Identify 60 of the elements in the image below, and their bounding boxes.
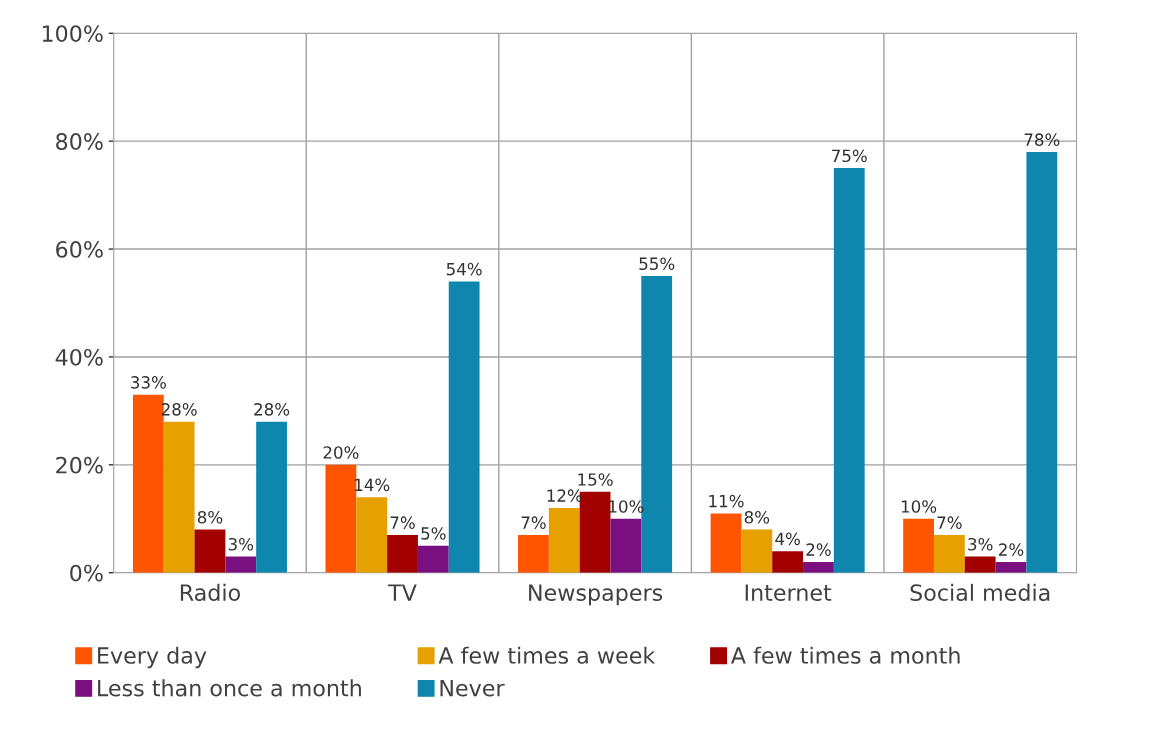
x-tick-label: Social media [910, 583, 1050, 602]
data-label: 3% [968, 537, 993, 551]
bar [964, 556, 996, 573]
legend-label: A few times a month [730, 646, 960, 664]
data-label: 78% [1024, 133, 1060, 146]
data-label: 5% [421, 527, 446, 540]
data-label: 20% [323, 446, 359, 459]
data-label: 2% [806, 543, 831, 556]
bar [995, 561, 1027, 573]
bar [163, 421, 195, 573]
y-tick-label: 20% [56, 456, 103, 474]
legend-label: Every day [98, 646, 207, 669]
data-label: 15% [578, 473, 613, 486]
bar [903, 518, 934, 573]
y-tick-label: 40% [55, 348, 103, 366]
legend-label: Never [440, 679, 505, 697]
bar [356, 497, 388, 573]
bar [387, 534, 418, 573]
bar [225, 556, 257, 573]
bar [417, 545, 449, 573]
bar [256, 421, 287, 573]
x-tick-label: Radio [180, 583, 240, 602]
bar [610, 518, 642, 573]
bar [194, 529, 226, 573]
y-tick-label: 0% [70, 564, 103, 582]
y-tick-label: 60% [56, 240, 103, 258]
data-label: 33% [131, 376, 166, 389]
x-tick-label: Internet [745, 584, 832, 602]
y-tick-label: 80% [56, 133, 103, 150]
legend-label: Less than once a month [98, 679, 361, 697]
data-label: 54% [446, 262, 482, 276]
data-label: 7% [937, 516, 962, 529]
bar [833, 168, 865, 573]
data-label: 7% [390, 516, 415, 529]
x-tick-label: TV [388, 584, 417, 601]
bar [803, 561, 834, 573]
data-label: 55% [639, 257, 675, 271]
data-label: 4% [775, 532, 800, 546]
data-label: 11% [709, 494, 744, 508]
data-label: 7% [521, 516, 546, 529]
bar [1026, 151, 1058, 573]
bar [325, 464, 357, 573]
data-label: 28% [254, 403, 290, 416]
bar [548, 507, 580, 573]
data-label: 75% [832, 149, 867, 163]
bar [518, 534, 549, 573]
data-label: 8% [197, 510, 223, 524]
bar [448, 281, 480, 573]
y-tick-label: 100% [42, 25, 103, 43]
bar [933, 534, 965, 573]
legend-label: A few times a week [438, 646, 656, 664]
data-label: 2% [999, 543, 1024, 556]
x-tick-label: Newspapers [529, 584, 663, 606]
data-label: 3% [228, 537, 254, 551]
bar [132, 394, 164, 573]
bar [772, 551, 804, 573]
data-label: 10% [901, 500, 937, 513]
data-label: 8% [744, 510, 770, 524]
bar [710, 513, 742, 573]
bar [741, 529, 773, 573]
